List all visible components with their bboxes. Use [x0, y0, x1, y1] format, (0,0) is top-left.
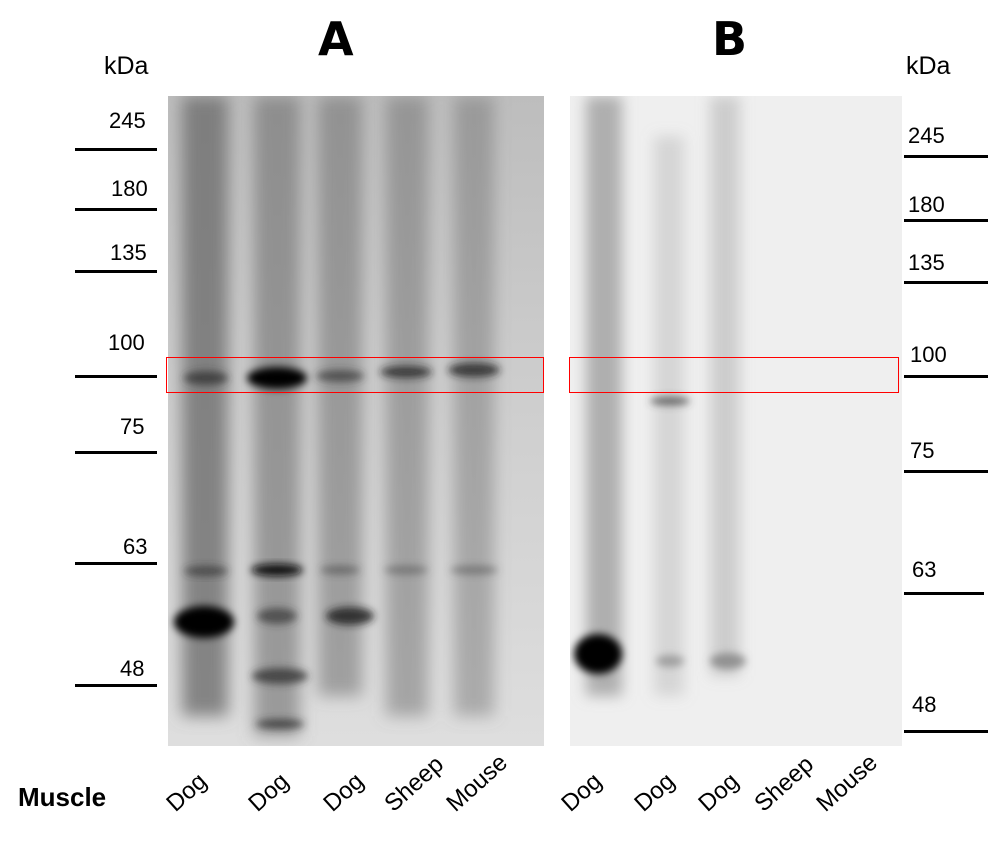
marker-label: 245 [109, 108, 146, 133]
kda-label-right: kDa [906, 52, 951, 80]
marker-tick [904, 281, 988, 284]
western-blot-panel-a [168, 96, 544, 746]
marker-tick [75, 562, 157, 565]
marker-tick [75, 148, 157, 151]
lane-label: Dog [243, 767, 295, 818]
marker-tick [904, 592, 984, 595]
marker-label: 63 [123, 534, 148, 559]
marker-label: 48 [912, 692, 937, 717]
lane-label: Mouse [441, 748, 513, 818]
panel-b-title: B [712, 12, 748, 66]
marker-label: 63 [912, 557, 937, 582]
lane-label: Dog [629, 767, 681, 818]
marker-label: 180 [908, 192, 945, 217]
marker-label: 135 [110, 240, 147, 265]
panel-a-title: A [318, 12, 354, 66]
lane-label: Mouse [811, 748, 883, 818]
marker-tick [904, 155, 988, 158]
marker-tick [75, 208, 157, 211]
marker-label: 245 [908, 123, 945, 148]
western-blot-panel-b [570, 96, 902, 746]
lane-label: Dog [693, 767, 745, 818]
marker-tick [904, 470, 988, 473]
marker-tick [75, 270, 157, 273]
muscle-row-label: Muscle [18, 782, 107, 812]
lane-label: Sheep [379, 750, 449, 818]
marker-label: 135 [908, 250, 945, 275]
marker-tick [75, 451, 157, 454]
marker-tick [75, 375, 157, 378]
marker-label: 100 [108, 330, 145, 355]
marker-tick [75, 684, 157, 687]
lane-label: Dog [556, 767, 608, 818]
marker-label: 75 [910, 438, 935, 463]
lane-label: Dog [318, 767, 370, 818]
marker-label: 48 [120, 656, 145, 681]
lane-label: Dog [161, 767, 213, 818]
marker-tick [904, 375, 988, 378]
marker-label: 75 [120, 414, 145, 439]
marker-label: 180 [111, 176, 148, 201]
kda-label-left: kDa [104, 52, 149, 80]
marker-label: 100 [910, 342, 947, 367]
marker-tick [904, 219, 988, 222]
highlight-box-panel-b [569, 357, 899, 393]
highlight-box-panel-a [166, 357, 544, 393]
lane-label: Sheep [749, 750, 819, 818]
marker-tick [904, 730, 988, 733]
